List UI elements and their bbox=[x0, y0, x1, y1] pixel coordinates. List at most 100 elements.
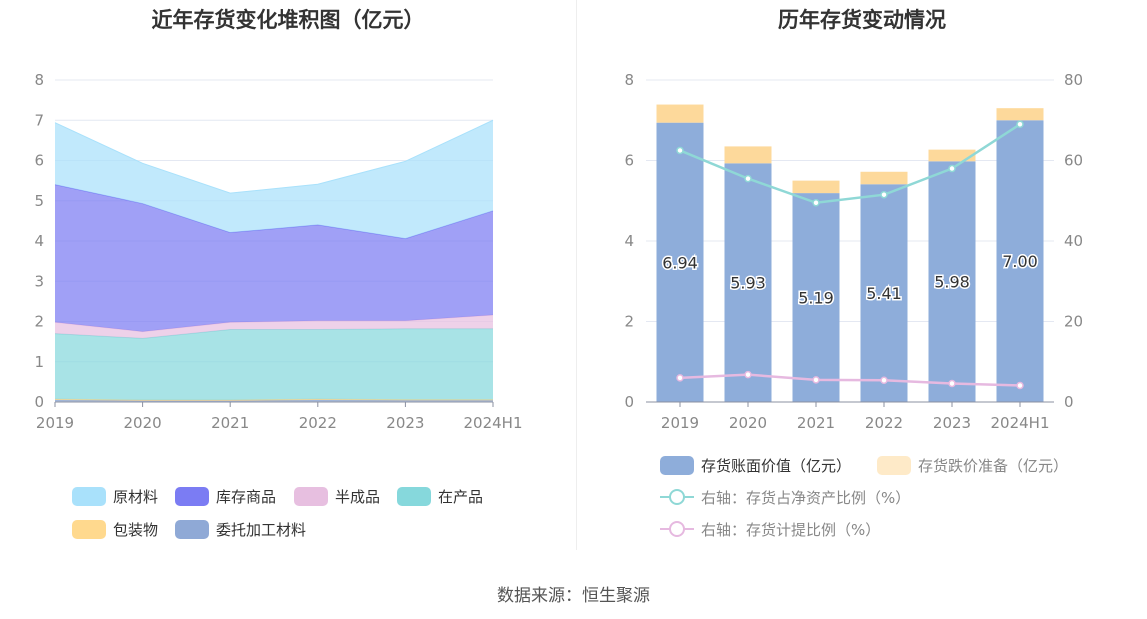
y2-tick-label: 60 bbox=[1064, 152, 1083, 170]
bar-impairment bbox=[996, 108, 1044, 121]
bar-impairment bbox=[724, 146, 772, 164]
x-tick-label: 2020 bbox=[729, 414, 767, 432]
y-tick-label: 8 bbox=[34, 71, 44, 89]
bar-book-value bbox=[860, 184, 908, 402]
legend-item[interactable]: 右轴：存货计提比例（%） bbox=[660, 518, 880, 540]
legend-item[interactable]: 半成品 bbox=[294, 485, 380, 507]
legend-item[interactable]: 委托加工材料 bbox=[175, 518, 306, 540]
x-tick-label: 2023 bbox=[386, 414, 424, 432]
legend-item[interactable]: 右轴：存货占净资产比例（%） bbox=[660, 486, 910, 508]
y2-tick-label: 20 bbox=[1064, 313, 1083, 331]
legend-item[interactable]: 库存商品 bbox=[175, 485, 276, 507]
area-series-2 bbox=[55, 328, 493, 400]
bar-impairment bbox=[656, 104, 704, 123]
area-edge-4 bbox=[54, 184, 494, 240]
legend-swatch bbox=[660, 455, 694, 475]
bar-book-value bbox=[792, 193, 840, 402]
area-series-4 bbox=[55, 184, 493, 332]
y-tick-label: 5 bbox=[34, 192, 44, 210]
legend-swatch bbox=[877, 455, 911, 475]
left-chart-title: 近年存货变化堆积图（亿元） bbox=[151, 8, 425, 32]
legend-swatch bbox=[397, 486, 431, 506]
legend-line-swatch bbox=[660, 489, 694, 505]
legend-label: 包装物 bbox=[113, 520, 159, 539]
bar-book-value bbox=[724, 163, 772, 402]
x-tick-label: 2021 bbox=[797, 414, 835, 432]
line-point bbox=[676, 374, 684, 382]
legend-item[interactable]: 在产品 bbox=[397, 485, 483, 507]
x-tick-label: 2024H1 bbox=[464, 414, 523, 432]
line-point bbox=[948, 164, 956, 173]
x-tick-label: 2022 bbox=[865, 414, 903, 432]
y-tick-label: 2 bbox=[624, 313, 634, 331]
y-tick-label: 6 bbox=[34, 152, 44, 170]
line-point bbox=[880, 190, 888, 199]
legend-swatch bbox=[72, 519, 106, 539]
bar-impairment bbox=[792, 180, 840, 194]
y-tick-label: 4 bbox=[34, 232, 44, 250]
legend-label: 右轴：存货占净资产比例（%） bbox=[701, 488, 911, 507]
y-tick-label: 0 bbox=[34, 393, 44, 411]
line-point bbox=[812, 199, 820, 207]
y-tick-label: 2 bbox=[34, 313, 44, 331]
bar-value-label: 5.19 bbox=[798, 289, 834, 308]
legend-marker bbox=[669, 521, 685, 537]
bar-value-label: 5.93 bbox=[730, 274, 766, 293]
line-point bbox=[812, 376, 820, 384]
legend-label: 存货账面价值（亿元） bbox=[701, 456, 852, 475]
x-tick-label: 2019 bbox=[36, 414, 74, 432]
legend-item[interactable]: 存货跌价准备（亿元） bbox=[877, 454, 1068, 476]
legend-line-swatch bbox=[660, 521, 694, 537]
line-point bbox=[948, 379, 956, 388]
x-tick-label: 2024H1 bbox=[991, 414, 1050, 432]
legend-swatch bbox=[175, 486, 209, 506]
y-tick-label: 8 bbox=[624, 71, 634, 89]
line-series-1 bbox=[679, 373, 1021, 387]
legend-item[interactable]: 包装物 bbox=[72, 518, 158, 540]
legend-label: 半成品 bbox=[335, 487, 381, 506]
bar-impairment bbox=[928, 149, 976, 162]
bar-value-label: 7.00 bbox=[1002, 252, 1038, 271]
legend-marker bbox=[669, 489, 685, 505]
bar-value-label: 6.94 bbox=[662, 253, 698, 272]
bar-impairment bbox=[860, 171, 908, 185]
y2-tick-label: 80 bbox=[1064, 71, 1083, 89]
line-point bbox=[744, 370, 752, 379]
line-point bbox=[744, 174, 752, 183]
line-point bbox=[1016, 120, 1024, 129]
legend-label: 右轴：存货计提比例（%） bbox=[701, 520, 881, 539]
legend-label: 原材料 bbox=[113, 487, 159, 506]
legend-swatch bbox=[72, 486, 106, 506]
legend-label: 库存商品 bbox=[216, 487, 277, 506]
line-point bbox=[676, 146, 684, 155]
bar-value-label: 5.41 bbox=[866, 284, 902, 303]
legend-swatch bbox=[294, 486, 328, 506]
panel-divider bbox=[576, 0, 577, 550]
y2-tick-label: 0 bbox=[1064, 393, 1074, 411]
line-point bbox=[880, 376, 888, 385]
area-edge-5 bbox=[54, 119, 494, 194]
bar-value-label: 5.98 bbox=[934, 273, 970, 292]
left-chart-panel: 近年存货变化堆积图（亿元） 0 1 2 3 4 5 6 7 8 2019 2020 2021 2022 2… bbox=[0, 0, 576, 550]
area-series-5 bbox=[55, 120, 493, 239]
legend-swatch bbox=[175, 519, 209, 539]
right-chart-panel: 历年存货变动情况 0 2 4 6 8 0 20 40 60 80 6.94 5.93 5.19 5.41 5… bbox=[577, 0, 1147, 550]
bar-book-value bbox=[996, 120, 1044, 402]
y-tick-label: 3 bbox=[34, 272, 44, 290]
legend-item[interactable]: 原材料 bbox=[72, 485, 158, 507]
legend-label: 在产品 bbox=[438, 487, 484, 506]
x-tick-label: 2023 bbox=[933, 414, 971, 432]
legend-item[interactable]: 存货账面价值（亿元） bbox=[660, 454, 851, 476]
legend-label: 存货跌价准备（亿元） bbox=[918, 456, 1069, 475]
bar-book-value bbox=[656, 122, 704, 402]
y-tick-label: 4 bbox=[624, 232, 634, 250]
bar-book-value bbox=[928, 161, 976, 402]
data-source-note: 数据来源：恒生聚源 bbox=[497, 586, 650, 606]
x-tick-label: 2019 bbox=[661, 414, 699, 432]
y-tick-label: 6 bbox=[624, 152, 634, 170]
y-tick-label: 0 bbox=[624, 393, 634, 411]
y-tick-label: 7 bbox=[34, 111, 44, 129]
y2-tick-label: 40 bbox=[1064, 232, 1083, 250]
x-tick-label: 2021 bbox=[211, 414, 249, 432]
